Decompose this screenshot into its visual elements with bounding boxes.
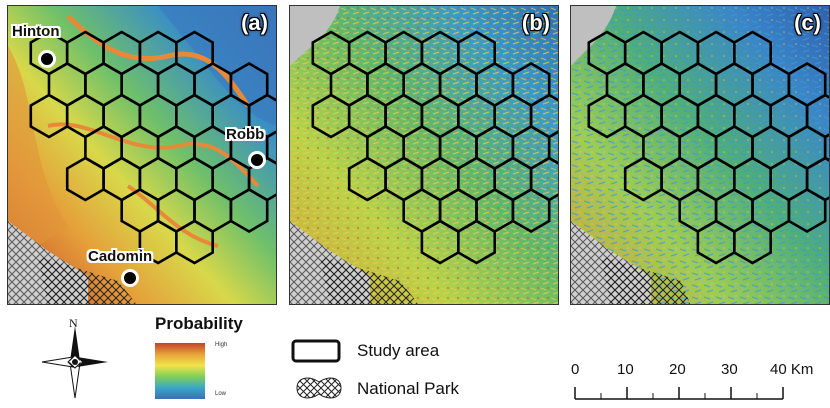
national-park-label: National Park [357,379,460,398]
study-area-label: Study area [357,341,440,360]
study-area-hexagon [547,130,558,165]
scale-tick-20: 20 [669,361,686,378]
scale-tick-40: 40 Km [770,361,814,378]
map-panel-a: (a) Hinton Robb Cadomin [7,5,277,305]
study-area-hexagon [265,130,276,165]
town-label-hinton: Hinton [12,23,60,40]
town-label-cadomin: Cadomin [88,248,153,265]
study-area-hexagon [229,187,269,234]
national-park-symbol [296,377,342,399]
study-area-hex-grid [311,30,558,265]
north-arrow-icon [41,326,108,399]
study-area-hexagon [787,187,827,234]
scale-tick-30: 30 [721,361,738,378]
probability-map-c [571,6,829,304]
map-panel-b: (b) [289,5,559,305]
study-area-hexagon [823,133,829,162]
probability-legend-title: Probability [155,314,243,333]
study-area-hexagon [511,187,551,234]
panel-b-label: (b) [521,10,550,35]
study-area-hex-grid [587,30,829,265]
scale-tick-0: 0 [571,361,580,378]
town-label-robb: Robb [226,126,265,143]
study-area-symbol [291,339,341,363]
north-label: N [69,316,78,330]
study-area-hexagon [733,219,772,265]
town-marker-hinton [38,50,56,68]
probability-map-a [8,6,276,304]
study-area-hexagon [175,219,214,265]
scale-bar [574,387,784,400]
panel-c-label: (c) [794,10,821,35]
probability-low-label: Low [215,391,227,397]
town-marker-cadomin [121,269,139,287]
town-marker-robb [248,151,266,169]
study-area-hex-grid [29,30,276,265]
map-panel-c: (c) [570,5,830,305]
study-area-hexagon [457,219,496,265]
probability-color-ramp [155,343,205,399]
probability-high-label: High [215,342,228,348]
scale-tick-10: 10 [617,361,634,378]
panel-a-label: (a) [241,10,268,35]
probability-map-b [290,6,558,304]
